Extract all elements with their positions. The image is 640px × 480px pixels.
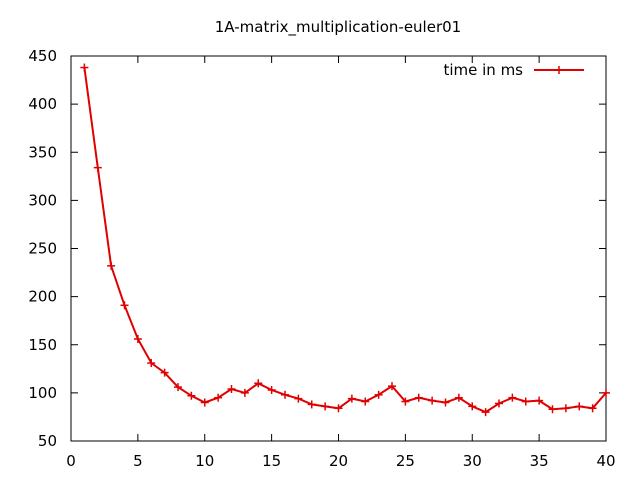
data-point — [428, 396, 437, 405]
data-point — [334, 404, 343, 413]
data-point — [267, 385, 276, 394]
data-point — [468, 402, 477, 411]
y-tick-label: 250 — [28, 240, 57, 258]
data-point — [200, 398, 209, 407]
data-point — [187, 391, 196, 400]
data-point — [602, 388, 610, 397]
x-axis: 0 5 10 15 20 25 30 35 40 — [66, 56, 616, 470]
data-point — [347, 394, 356, 403]
plot-frame — [70, 55, 607, 442]
data-point — [254, 379, 263, 388]
data-point — [588, 404, 597, 413]
data-point — [133, 334, 142, 343]
y-axis: 50 100 150 200 250 300 350 400 450 — [28, 47, 606, 450]
x-tick-label: 40 — [596, 452, 615, 470]
legend-marker — [555, 66, 563, 74]
data-point — [535, 396, 544, 405]
data-point — [147, 359, 156, 368]
data-point — [160, 368, 169, 377]
data-point — [174, 383, 182, 392]
y-tick-label: 450 — [28, 47, 57, 65]
data-point — [521, 397, 530, 406]
data-point — [240, 388, 249, 397]
data-point — [80, 63, 89, 72]
data-point — [107, 261, 116, 270]
x-tick-label: 20 — [329, 452, 348, 470]
data-point — [294, 394, 303, 403]
data-point — [508, 393, 517, 402]
legend: time in ms — [443, 61, 584, 79]
data-point — [401, 397, 410, 406]
data-point — [414, 393, 423, 402]
x-tick-label: 30 — [463, 452, 482, 470]
legend-label: time in ms — [443, 61, 523, 79]
y-tick-label: 200 — [28, 288, 57, 306]
data-point — [374, 390, 383, 399]
x-tick-label: 10 — [195, 452, 214, 470]
data-point — [307, 400, 316, 409]
y-tick-label: 300 — [28, 191, 57, 209]
data-point — [281, 390, 289, 399]
data-point — [93, 163, 102, 172]
y-tick-label: 150 — [28, 336, 57, 354]
x-tick-label: 0 — [66, 452, 76, 470]
data-point — [321, 402, 330, 411]
data-point — [561, 404, 570, 413]
x-tick-label: 5 — [133, 452, 143, 470]
data-point — [575, 402, 584, 411]
data-point — [495, 399, 503, 408]
data-point — [227, 385, 236, 394]
data-point — [214, 393, 223, 402]
x-tick-label: 25 — [396, 452, 415, 470]
x-tick-label: 15 — [262, 452, 281, 470]
data-point — [441, 398, 450, 407]
x-tick-label: 35 — [530, 452, 549, 470]
data-point — [481, 408, 490, 417]
data-point — [388, 382, 396, 391]
y-tick-label: 50 — [38, 432, 57, 450]
y-tick-label: 100 — [28, 384, 57, 402]
y-tick-label: 350 — [28, 143, 57, 161]
series-line — [83, 67, 607, 414]
data-point — [548, 405, 557, 414]
chart-title: 1A-matrix_multiplication-euler01 — [215, 18, 461, 37]
data-point — [361, 397, 370, 406]
series-layer — [80, 63, 610, 417]
y-tick-label: 400 — [28, 95, 57, 113]
data-point — [454, 393, 463, 402]
data-point — [120, 301, 129, 310]
